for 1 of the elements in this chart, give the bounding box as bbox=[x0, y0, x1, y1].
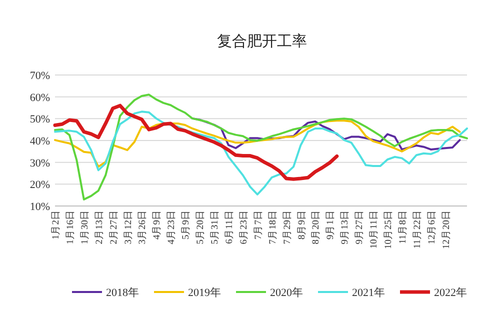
title: 复合肥开工率 bbox=[217, 34, 307, 50]
